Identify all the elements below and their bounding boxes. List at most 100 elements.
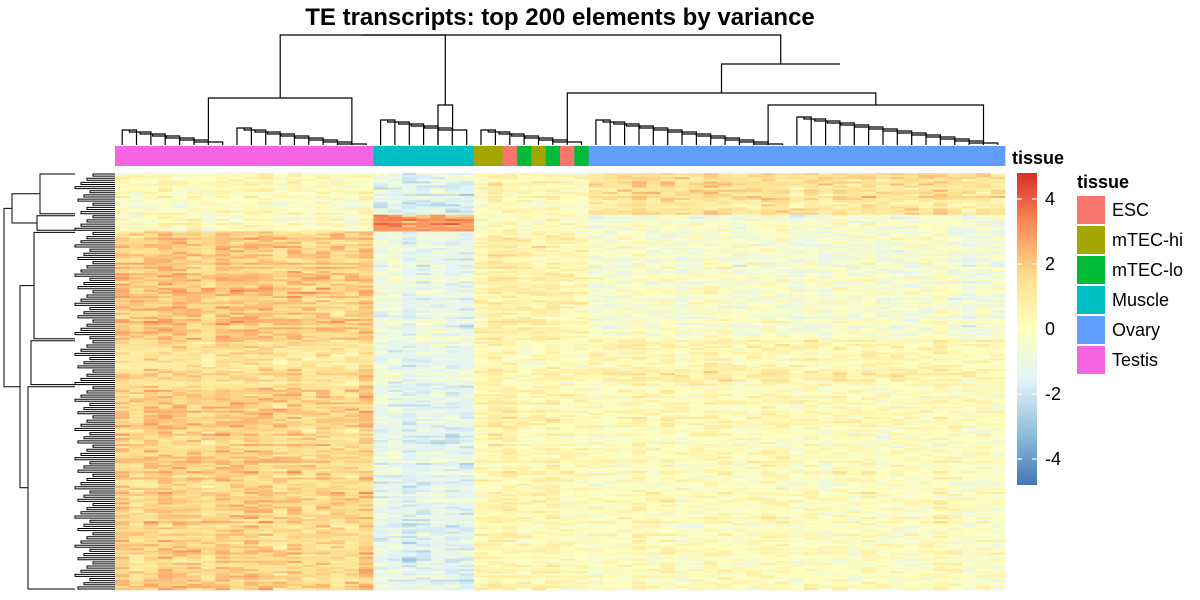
heatmap-cell: [832, 252, 848, 255]
heatmap-cell: [861, 256, 877, 259]
heatmap-cell: [373, 177, 389, 180]
heatmap-cell: [359, 281, 374, 284]
heatmap-cell: [531, 318, 546, 322]
heatmap-cell: [646, 262, 661, 266]
heatmap-cell: [402, 285, 417, 288]
heatmap-cell: [847, 193, 862, 197]
heatmap-cell: [717, 216, 733, 220]
heatmap-cell: [818, 262, 834, 266]
heatmap-cell: [459, 279, 475, 282]
heatmap-cell: [244, 231, 259, 234]
heatmap-cell: [775, 268, 790, 272]
heatmap-cell: [961, 258, 977, 261]
heatmap-cell: [732, 323, 747, 326]
heatmap-cell: [459, 308, 475, 311]
heatmap-cell: [588, 279, 604, 282]
heatmap-cell: [143, 321, 159, 324]
heatmap-cell: [545, 173, 561, 176]
heatmap-cell: [229, 237, 245, 241]
heatmap-cell: [775, 193, 790, 197]
heatmap-cell: [158, 275, 173, 278]
heatmap-cell: [660, 308, 676, 311]
heatmap-cell: [775, 179, 790, 182]
heatmap-cell: [646, 329, 661, 332]
heatmap-cell: [416, 268, 432, 272]
heatmap-cell: [760, 285, 776, 288]
heatmap-cell: [875, 204, 891, 207]
heatmap-cell: [674, 300, 690, 303]
heatmap-cell: [933, 195, 948, 199]
heatmap-cell: [674, 318, 690, 322]
heatmap-cell: [574, 298, 589, 301]
heatmap-cell: [660, 271, 676, 274]
heatmap-cell: [804, 218, 819, 222]
heatmap-cell: [402, 260, 417, 263]
heatmap-cell: [818, 187, 834, 190]
heatmap-cell: [129, 208, 144, 211]
heatmap-cell: [430, 312, 446, 316]
heatmap-cell: [574, 245, 589, 249]
heatmap-cell: [531, 185, 546, 188]
heatmap-cell: [344, 304, 360, 307]
heatmap-cell: [387, 304, 403, 307]
heatmap-cell: [402, 316, 417, 320]
heatmap-cell: [502, 304, 518, 307]
heatmap-cell: [660, 262, 676, 266]
heatmap-cell: [229, 231, 245, 234]
heatmap-cell: [488, 277, 503, 280]
heatmap-cell: [847, 323, 862, 326]
heatmap-cell: [646, 273, 661, 276]
heatmap-cell: [904, 200, 920, 203]
heatmap-cell: [531, 239, 546, 243]
heatmap-cell: [445, 264, 460, 268]
heatmap-cell: [344, 210, 360, 213]
heatmap-cell: [301, 250, 317, 253]
heatmap-cell: [272, 198, 288, 201]
heatmap-cell: [631, 250, 647, 253]
heatmap-cell: [818, 225, 834, 228]
heatmap-cell: [875, 198, 891, 201]
heatmap-cell: [775, 321, 790, 324]
heatmap-cell: [301, 185, 317, 188]
heatmap-cell: [201, 325, 216, 328]
heatmap-cell: [574, 264, 589, 268]
heatmap-cell: [416, 189, 432, 193]
annotation-cell: [545, 146, 561, 166]
heatmap-cell: [933, 304, 948, 307]
heatmap-cell: [789, 198, 805, 201]
heatmap-cell: [890, 296, 905, 299]
row-dendrogram-branch: [77, 440, 115, 444]
heatmap-cell: [832, 225, 848, 228]
heatmap-cell: [631, 177, 647, 180]
heatmap-cell: [976, 289, 991, 293]
heatmap-cell: [861, 214, 877, 218]
heatmap-cell: [560, 235, 575, 238]
heatmap-cell: [947, 200, 963, 203]
heatmap-cell: [804, 256, 819, 259]
heatmap-cell: [244, 262, 259, 266]
heatmap-cell: [933, 316, 948, 320]
heatmap-cell: [746, 285, 762, 288]
heatmap-cell: [689, 281, 704, 284]
heatmap-cell: [904, 300, 920, 303]
heatmap-cell: [416, 210, 432, 213]
heatmap-cell: [373, 258, 389, 261]
heatmap-cell: [186, 289, 202, 293]
heatmap-cell: [488, 173, 503, 176]
heatmap-cell: [603, 179, 618, 182]
heatmap-cell: [560, 185, 575, 188]
heatmap-cell: [215, 239, 231, 243]
heatmap-cell: [961, 308, 977, 311]
heatmap-cell: [961, 256, 977, 259]
heatmap-cell: [143, 287, 159, 291]
heatmap-cell: [258, 235, 274, 238]
heatmap-cell: [832, 198, 848, 201]
heatmap-cell: [875, 252, 891, 255]
heatmap-cell: [861, 268, 877, 272]
heatmap-cell: [904, 327, 920, 330]
heatmap-cell: [689, 318, 704, 322]
heatmap-cell: [344, 248, 360, 251]
heatmap-cell: [976, 239, 991, 243]
heatmap-cell: [617, 237, 633, 241]
heatmap-cell: [459, 250, 475, 253]
